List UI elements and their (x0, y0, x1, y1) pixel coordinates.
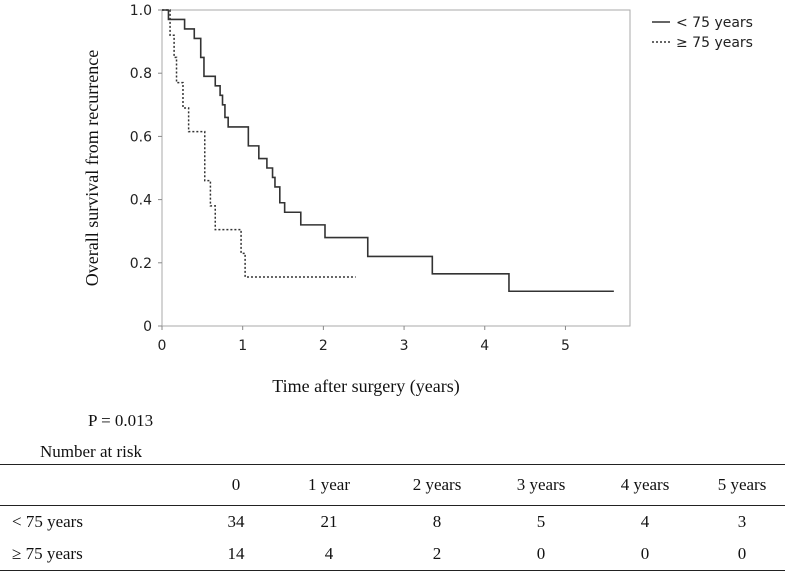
risk-header-cell: 1 year (275, 464, 383, 506)
risk-header-cell: 0 (197, 464, 275, 506)
y-tick-label: 0.4 (130, 193, 152, 209)
risk-cell: 3 (737, 512, 747, 531)
risk-header-cell: 2 years (383, 464, 491, 506)
risk-cell: 14 (197, 538, 275, 571)
plot-frame (161, 9, 631, 327)
legend-label: < 75 years (676, 15, 753, 31)
risk-cell: 21 (320, 512, 338, 531)
risk-header-cell (0, 464, 197, 506)
risk-row-label: < 75 years (12, 512, 83, 531)
risk-cell: 0 (591, 538, 699, 571)
risk-table-header-row: 0 1 year 2 years 3 years 4 years 5 years (0, 464, 785, 506)
survival-curve-over-75 (162, 9, 356, 278)
x-tick-label: 1 (238, 338, 247, 354)
risk-header-cell: 4 years (591, 464, 699, 506)
x-axis-label: Time after surgery (years) (272, 376, 459, 397)
risk-header-cell: 5 years (699, 464, 785, 506)
survival-curves (162, 9, 614, 293)
x-tick-label: 5 (561, 338, 570, 354)
number-at-risk-table: 0 1 year 2 years 3 years 4 years 5 years… (0, 464, 785, 571)
legend-label: ≥ 75 years (676, 35, 753, 51)
y-tick-label: 0.8 (130, 66, 152, 82)
survival-chart: 0 0.2 0.4 0.6 0.8 1.0 0 1 2 3 4 5 Overall survival… (82, 3, 753, 397)
risk-cell: 5 (536, 512, 546, 531)
y-tick-label: 1.0 (130, 3, 152, 19)
x-tick-label: 4 (480, 338, 489, 354)
x-tick-label: 2 (319, 338, 328, 354)
survival-curve-under-75 (162, 9, 614, 293)
x-axis: 0 1 2 3 4 5 (158, 326, 570, 354)
risk-header-cell: 3 years (491, 464, 591, 506)
y-tick-label: 0.6 (130, 129, 152, 145)
risk-cell: 34 (227, 512, 245, 531)
risk-cell: 4 (640, 512, 650, 531)
table-row: < 75 years 34 21 8 5 4 3 (0, 506, 785, 539)
risk-cell: 8 (432, 512, 442, 531)
y-tick-label: 0.2 (130, 256, 152, 272)
x-tick-label: 3 (400, 338, 409, 354)
y-axis-label: Overall survival from recurrence (82, 50, 102, 286)
risk-row-label: ≥ 75 years (0, 538, 197, 571)
y-tick-label: 0 (143, 319, 152, 335)
risk-cell: 2 (383, 538, 491, 571)
p-value: P = 0.013 (88, 411, 154, 430)
x-tick-label: 0 (158, 338, 167, 354)
legend: < 75 years ≥ 75 years (652, 15, 753, 51)
risk-table-title: Number at risk (40, 442, 142, 461)
risk-cell: 0 (491, 538, 591, 571)
y-axis: 0 0.2 0.4 0.6 0.8 1.0 (130, 3, 162, 335)
